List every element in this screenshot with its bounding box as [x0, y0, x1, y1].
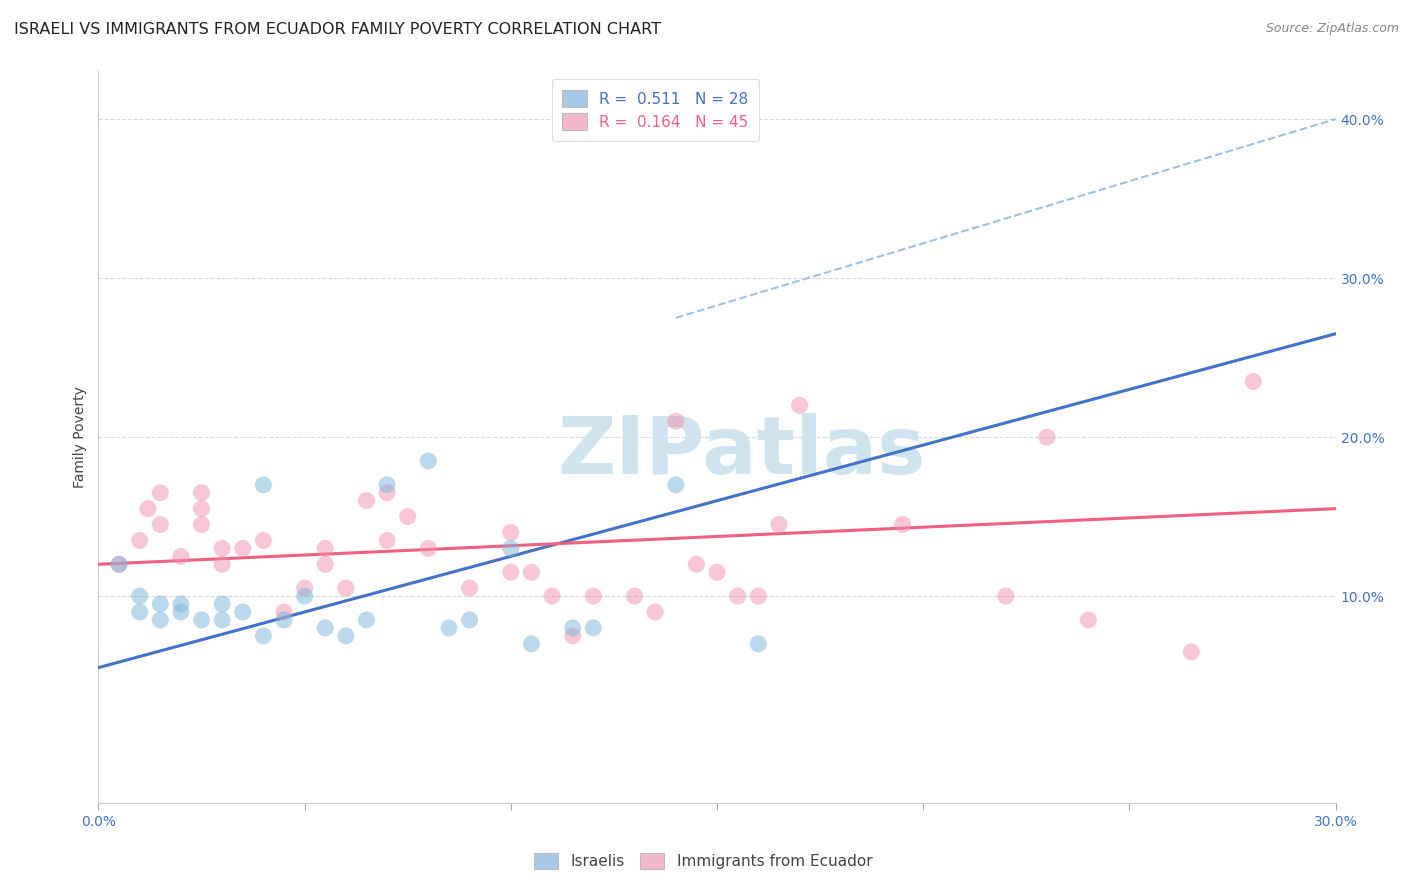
Point	[356, 613, 378, 627]
Point	[170, 605, 193, 619]
Point	[396, 509, 419, 524]
Legend: R =  0.511   N = 28, R =  0.164   N = 45: R = 0.511 N = 28, R = 0.164 N = 45	[551, 79, 759, 141]
Point	[294, 589, 316, 603]
Point	[273, 605, 295, 619]
Point	[623, 589, 645, 603]
Point	[294, 581, 316, 595]
Point	[149, 485, 172, 500]
Point	[747, 637, 769, 651]
Point	[891, 517, 914, 532]
Point	[375, 485, 398, 500]
Point	[252, 477, 274, 491]
Point	[190, 485, 212, 500]
Point	[190, 517, 212, 532]
Point	[190, 613, 212, 627]
Y-axis label: Family Poverty: Family Poverty	[73, 386, 87, 488]
Point	[499, 525, 522, 540]
Point	[356, 493, 378, 508]
Point	[644, 605, 666, 619]
Point	[252, 629, 274, 643]
Point	[418, 454, 440, 468]
Point	[136, 501, 159, 516]
Point	[128, 605, 150, 619]
Point	[1077, 613, 1099, 627]
Point	[1241, 375, 1264, 389]
Point	[335, 629, 357, 643]
Point	[582, 621, 605, 635]
Point	[706, 566, 728, 580]
Point	[314, 621, 336, 635]
Point	[211, 597, 233, 611]
Point	[314, 541, 336, 556]
Point	[149, 517, 172, 532]
Point	[499, 566, 522, 580]
Point	[520, 566, 543, 580]
Point	[335, 581, 357, 595]
Point	[499, 541, 522, 556]
Point	[520, 637, 543, 651]
Point	[1180, 645, 1202, 659]
Point	[232, 541, 254, 556]
Point	[232, 605, 254, 619]
Point	[211, 613, 233, 627]
Point	[541, 589, 564, 603]
Point	[190, 501, 212, 516]
Point	[747, 589, 769, 603]
Point	[582, 589, 605, 603]
Point	[149, 613, 172, 627]
Point	[170, 549, 193, 564]
Point	[375, 533, 398, 548]
Point	[418, 541, 440, 556]
Text: ZIPatlas: ZIPatlas	[558, 413, 927, 491]
Text: Source: ZipAtlas.com: Source: ZipAtlas.com	[1265, 22, 1399, 36]
Point	[458, 581, 481, 595]
Point	[727, 589, 749, 603]
Point	[108, 558, 131, 572]
Point	[273, 613, 295, 627]
Point	[561, 621, 583, 635]
Point	[1036, 430, 1059, 444]
Point	[252, 533, 274, 548]
Point	[149, 597, 172, 611]
Point	[994, 589, 1017, 603]
Point	[437, 621, 460, 635]
Point	[561, 629, 583, 643]
Point	[458, 613, 481, 627]
Point	[665, 477, 688, 491]
Point	[108, 558, 131, 572]
Point	[665, 414, 688, 428]
Point	[128, 533, 150, 548]
Point	[128, 589, 150, 603]
Point	[789, 398, 811, 412]
Point	[211, 558, 233, 572]
Point	[375, 477, 398, 491]
Point	[768, 517, 790, 532]
Text: ISRAELI VS IMMIGRANTS FROM ECUADOR FAMILY POVERTY CORRELATION CHART: ISRAELI VS IMMIGRANTS FROM ECUADOR FAMIL…	[14, 22, 661, 37]
Point	[685, 558, 707, 572]
Legend: Israelis, Immigrants from Ecuador: Israelis, Immigrants from Ecuador	[527, 847, 879, 875]
Point	[170, 597, 193, 611]
Point	[314, 558, 336, 572]
Point	[211, 541, 233, 556]
